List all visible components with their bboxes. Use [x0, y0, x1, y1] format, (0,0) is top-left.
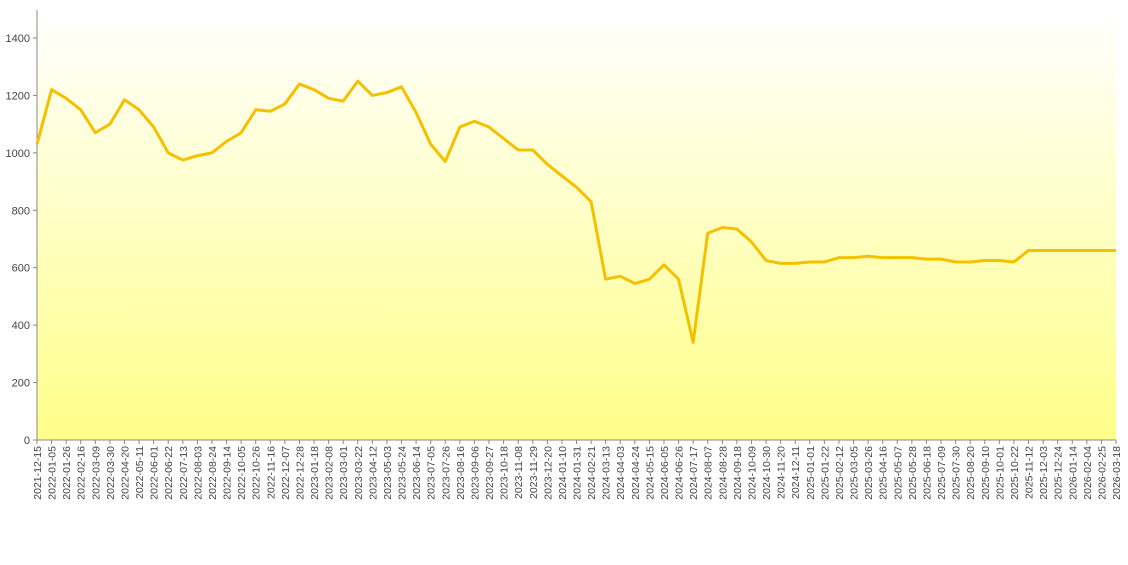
x-tick-label: 2022-12-28 — [294, 446, 306, 500]
x-tick-label: 2026-03-18 — [1111, 446, 1123, 500]
x-tick-label: 2022-06-22 — [163, 446, 175, 500]
x-tick-label: 2023-07-26 — [440, 446, 452, 500]
x-tick-label: 2025-05-07 — [892, 446, 904, 500]
x-tick-label: 2025-07-30 — [951, 446, 963, 500]
x-tick-label: 2023-11-08 — [513, 446, 525, 499]
x-tick-label: 2022-04-20 — [119, 446, 131, 500]
x-tick-label: 2025-01-01 — [805, 446, 817, 500]
x-tick-label: 2023-12-20 — [542, 446, 554, 500]
x-tick-label: 2022-11-16 — [265, 446, 277, 499]
y-tick-label: 800 — [12, 205, 30, 217]
x-tick-label: 2023-03-01 — [338, 446, 350, 500]
x-tick-label: 2025-08-20 — [965, 446, 977, 500]
x-tick-label: 2025-02-12 — [834, 446, 846, 500]
y-tick-label: 1000 — [6, 148, 30, 160]
x-tick-label: 2024-06-05 — [659, 446, 671, 500]
x-tick-label: 2025-06-18 — [921, 446, 933, 500]
x-tick-label: 2023-07-05 — [426, 446, 438, 500]
x-tick-label: 2025-05-28 — [907, 446, 919, 500]
x-tick-label: 2022-01-05 — [47, 446, 59, 500]
x-tick-label: 2024-06-26 — [674, 446, 686, 500]
x-tick-label: 2023-03-22 — [353, 446, 365, 500]
x-tick-label: 2025-07-09 — [936, 446, 948, 500]
x-tick-label: 2022-03-09 — [90, 446, 102, 500]
x-tick-label: 2025-12-03 — [1038, 446, 1050, 500]
x-tick-label: 2025-03-05 — [849, 446, 861, 500]
x-tick-label: 2025-10-01 — [994, 446, 1006, 500]
y-tick-label: 400 — [12, 320, 30, 332]
x-tick-label: 2025-10-22 — [1009, 446, 1021, 500]
x-tick-label: 2024-11-20 — [776, 446, 788, 499]
x-tick-label: 2023-08-16 — [455, 446, 467, 500]
x-tick-label: 2025-09-10 — [980, 446, 992, 500]
x-tick-label: 2024-01-31 — [572, 446, 584, 500]
x-tick-label: 2024-08-07 — [703, 446, 715, 500]
x-tick-label: 2022-09-14 — [222, 446, 234, 500]
x-tick-label: 2025-01-22 — [819, 446, 831, 500]
x-tick-label: 2023-06-14 — [411, 446, 423, 500]
x-tick-label: 2023-11-29 — [528, 446, 540, 499]
x-tick-label: 2024-03-13 — [601, 446, 613, 500]
x-tick-label: 2023-05-24 — [397, 446, 409, 500]
x-tick-label: 2025-03-26 — [863, 446, 875, 500]
x-tick-label: 2022-10-05 — [236, 446, 248, 500]
x-tick-label: 2024-08-28 — [717, 446, 729, 500]
x-tick-label: 2022-05-11 — [134, 446, 146, 499]
x-tick-label: 2023-01-18 — [309, 446, 321, 500]
x-tick-label: 2025-11-12 — [1024, 446, 1036, 499]
x-tick-label: 2023-02-08 — [324, 446, 336, 500]
x-tick-label: 2024-10-09 — [746, 446, 758, 500]
x-tick-label: 2022-02-16 — [76, 446, 88, 500]
x-tick-label: 2022-08-03 — [192, 446, 204, 500]
x-tick-label: 2024-12-11 — [790, 446, 802, 499]
x-tick-label: 2022-12-07 — [280, 446, 292, 500]
x-tick-label: 2022-08-24 — [207, 446, 219, 500]
x-tick-label: 2024-04-03 — [615, 446, 627, 500]
x-tick-label: 2024-02-21 — [586, 446, 598, 500]
x-tick-label: 2024-04-24 — [630, 446, 642, 500]
x-tick-label: 2022-06-01 — [149, 446, 161, 500]
plot-background — [37, 10, 1116, 440]
data-line — [35, 79, 1116, 344]
y-tick-label: 0 — [24, 435, 30, 447]
x-tick-label: 2025-04-16 — [878, 446, 890, 500]
x-tick-label: 2026-01-14 — [1067, 446, 1079, 500]
x-tick-label: 2026-02-04 — [1082, 446, 1094, 500]
y-tick-label: 600 — [12, 263, 30, 275]
x-tick-label: 2023-05-03 — [382, 446, 394, 500]
x-tick-label: 2024-01-10 — [557, 446, 569, 500]
x-tick-label: 2022-03-30 — [105, 446, 117, 500]
x-tick-label: 2024-05-15 — [644, 446, 656, 500]
x-tick-label: 2025-12-24 — [1053, 446, 1065, 500]
x-tick-label: 2021-12-15 — [32, 446, 44, 500]
x-tick-label: 2026-02-25 — [1096, 446, 1108, 500]
x-tick-label: 2023-04-12 — [367, 446, 379, 500]
y-tick-label: 200 — [12, 378, 30, 390]
x-tick-label: 2023-10-18 — [499, 446, 511, 500]
x-tick-label: 2024-10-30 — [761, 446, 773, 500]
x-tick-label: 2024-09-18 — [732, 446, 744, 500]
x-tick-label: 2023-09-06 — [469, 446, 481, 500]
x-tick-label: 2022-10-26 — [251, 446, 263, 500]
x-tick-label: 2022-01-26 — [61, 446, 73, 500]
y-tick-label: 1200 — [6, 90, 30, 102]
y-tick-label: 1400 — [6, 33, 30, 45]
x-tick-label: 2023-09-27 — [484, 446, 496, 500]
x-tick-label: 2024-07-17 — [688, 446, 700, 500]
x-tick-label: 2022-07-13 — [178, 446, 190, 500]
